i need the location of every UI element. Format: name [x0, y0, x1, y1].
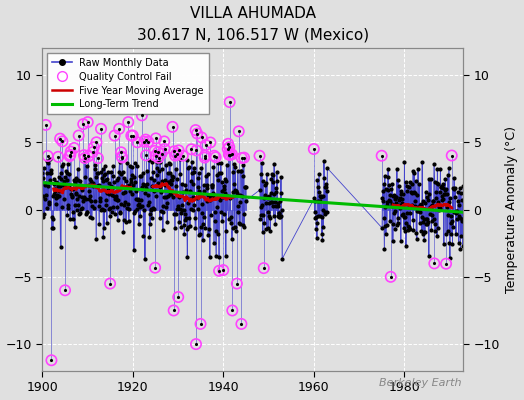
Point: [255, 152, 264, 159]
Point: [191, 127, 200, 133]
Point: [210, 152, 219, 159]
Point: [89, 149, 97, 155]
Point: [196, 321, 205, 327]
Point: [66, 153, 74, 159]
Point: [150, 148, 159, 154]
Point: [170, 148, 178, 154]
Point: [133, 139, 141, 146]
Point: [111, 132, 119, 139]
Point: [237, 155, 246, 161]
Point: [41, 122, 50, 128]
Point: [224, 140, 232, 147]
Point: [144, 138, 152, 145]
Point: [81, 155, 89, 161]
Point: [447, 152, 456, 159]
Point: [225, 152, 233, 158]
Point: [118, 154, 126, 161]
Point: [151, 152, 160, 159]
Point: [171, 152, 179, 159]
Point: [140, 138, 148, 145]
Point: [94, 155, 102, 161]
Point: [430, 260, 439, 267]
Point: [228, 151, 236, 158]
Point: [228, 307, 236, 314]
Point: [240, 154, 248, 161]
Point: [97, 126, 105, 132]
Point: [169, 307, 178, 314]
Point: [74, 132, 83, 139]
Point: [226, 152, 234, 158]
Point: [124, 119, 133, 125]
Point: [201, 152, 209, 159]
Point: [117, 149, 125, 156]
Point: [225, 144, 234, 150]
Point: [198, 134, 206, 141]
Point: [70, 145, 78, 151]
Point: [212, 154, 220, 160]
Title: VILLA AHUMADA
30.617 N, 106.517 W (Mexico): VILLA AHUMADA 30.617 N, 106.517 W (Mexic…: [137, 6, 369, 43]
Point: [237, 321, 246, 327]
Point: [115, 126, 123, 132]
Point: [168, 124, 177, 130]
Point: [157, 150, 166, 157]
Point: [54, 154, 62, 160]
Point: [202, 142, 210, 148]
Point: [179, 152, 187, 159]
Point: [58, 138, 67, 144]
Point: [106, 280, 114, 287]
Point: [83, 119, 92, 125]
Y-axis label: Temperature Anomaly (°C): Temperature Anomaly (°C): [506, 126, 518, 293]
Point: [160, 138, 168, 145]
Point: [92, 139, 101, 146]
Point: [193, 130, 201, 137]
Point: [192, 147, 201, 154]
Point: [187, 146, 195, 152]
Point: [61, 287, 69, 294]
Point: [442, 260, 450, 267]
Point: [79, 121, 88, 127]
Point: [56, 136, 64, 142]
Point: [201, 154, 209, 161]
Point: [151, 264, 159, 271]
Point: [172, 151, 181, 157]
Point: [259, 265, 268, 271]
Point: [160, 146, 169, 152]
Point: [174, 294, 182, 300]
Point: [90, 144, 98, 150]
Point: [233, 280, 241, 287]
Point: [155, 154, 163, 161]
Point: [80, 152, 88, 158]
Point: [67, 148, 75, 155]
Point: [138, 112, 146, 118]
Point: [206, 139, 214, 146]
Point: [151, 135, 160, 142]
Legend: Raw Monthly Data, Quality Control Fail, Five Year Moving Average, Long-Term Tren: Raw Monthly Data, Quality Control Fail, …: [47, 53, 209, 114]
Point: [47, 357, 56, 364]
Point: [219, 267, 227, 273]
Point: [142, 152, 150, 158]
Point: [141, 136, 150, 143]
Point: [225, 99, 234, 105]
Point: [117, 153, 126, 160]
Point: [387, 274, 395, 280]
Point: [66, 152, 74, 158]
Point: [192, 341, 200, 347]
Point: [235, 128, 243, 134]
Point: [84, 153, 92, 160]
Point: [154, 149, 162, 155]
Point: [43, 153, 52, 159]
Point: [310, 146, 318, 152]
Point: [128, 132, 137, 139]
Point: [127, 132, 136, 139]
Point: [224, 146, 232, 152]
Point: [174, 147, 183, 154]
Point: [215, 268, 223, 274]
Point: [377, 152, 386, 159]
Text: Berkeley Earth: Berkeley Earth: [379, 378, 461, 388]
